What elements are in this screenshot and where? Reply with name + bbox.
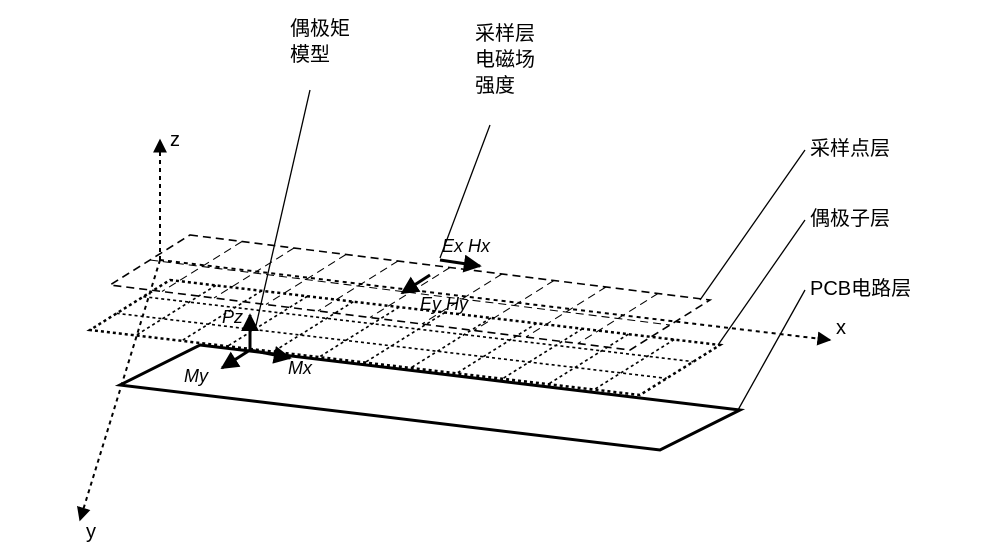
y-axis-label: y	[86, 521, 96, 543]
callout-sampling_field: 采样层电磁场强度	[440, 22, 535, 258]
pz-label: Pz	[222, 307, 243, 327]
y-axis	[80, 260, 160, 520]
diagram-canvas: zxy PzMxMyEx HxEy Hy 偶极矩模型采样层电磁场强度采样点层偶极…	[0, 0, 1000, 556]
callout-pcb_layer: PCB电路层	[738, 277, 911, 410]
callout-sampling_field-line0: 采样层	[475, 22, 535, 45]
callout-sampling_field-line1: 电磁场	[475, 48, 535, 71]
callout-dipole_layer-line0: 偶极子层	[810, 207, 890, 230]
callout-dipole_layer: 偶极子层	[718, 207, 890, 345]
callout-sampling_field-line2: 强度	[475, 74, 515, 97]
field-marker: Ex Hx Ey Hy	[402, 236, 491, 314]
exhx-label: Ex Hx	[442, 236, 491, 256]
my-label: My	[184, 366, 209, 386]
pcb-layer	[120, 345, 740, 450]
eyhy-label: Ey Hy	[420, 294, 469, 314]
callout-dipole_model-line0: 偶极矩	[290, 17, 350, 40]
callout-sampling_layer-line0: 采样点层	[810, 137, 890, 160]
sampling-layer	[110, 235, 710, 350]
x-axis-label: x	[836, 317, 846, 339]
callout-pcb_layer-line0: PCB电路层	[810, 277, 911, 300]
callout-dipole_model-line1: 模型	[290, 43, 330, 66]
mx-label: Mx	[288, 358, 313, 378]
z-axis-label: z	[170, 129, 180, 151]
